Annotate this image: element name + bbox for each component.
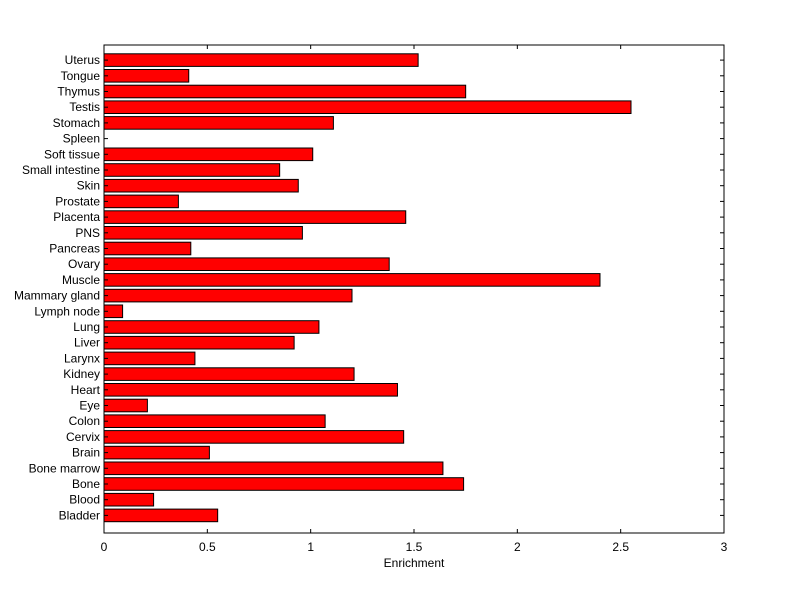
y-tick-label: Cervix bbox=[66, 430, 100, 444]
y-tick-label: Tongue bbox=[61, 69, 101, 83]
y-tick-label: Uterus bbox=[65, 53, 100, 67]
y-tick-label: Bone marrow bbox=[29, 461, 101, 475]
bar-thymus bbox=[103, 84, 467, 99]
y-tick-label: Soft tissue bbox=[44, 147, 100, 161]
bar-skin bbox=[103, 178, 299, 193]
x-tick-label: 2.5 bbox=[612, 540, 629, 554]
x-tick-label: 1 bbox=[307, 540, 314, 554]
y-tick-label: Brain bbox=[72, 446, 100, 460]
bar-pancreas bbox=[103, 241, 192, 256]
bar-testis bbox=[103, 100, 632, 115]
y-tick-label: Heart bbox=[71, 383, 101, 397]
x-axis-label: Enrichment bbox=[384, 556, 445, 570]
bar-soft-tissue bbox=[103, 147, 314, 162]
y-tick-label: Blood bbox=[69, 493, 100, 507]
bar-eye bbox=[103, 398, 148, 413]
y-tick-label: Larynx bbox=[64, 351, 100, 365]
y-tick-label: Stomach bbox=[53, 116, 100, 130]
bar-placenta bbox=[103, 210, 407, 224]
bar-lung bbox=[103, 320, 320, 334]
y-tick-label: Bone bbox=[72, 477, 100, 491]
y-tick-label: Pancreas bbox=[49, 242, 100, 256]
y-tick-label: Ovary bbox=[68, 257, 100, 271]
bar-brain bbox=[103, 445, 210, 460]
bar-bladder bbox=[103, 508, 219, 523]
y-tick-label: Lung bbox=[73, 320, 100, 334]
x-tick-label: 0 bbox=[101, 540, 108, 554]
y-tick-label: Muscle bbox=[62, 273, 100, 287]
y-tick-label: PNS bbox=[75, 226, 100, 240]
bar-colon bbox=[103, 414, 326, 428]
bar-ovary bbox=[103, 257, 390, 271]
x-tick-label: 1.5 bbox=[406, 540, 423, 554]
bar-prostate bbox=[103, 194, 179, 209]
bar-muscle bbox=[103, 273, 601, 287]
x-tick-label: 0.5 bbox=[199, 540, 216, 554]
y-tick-label: Prostate bbox=[55, 194, 100, 208]
y-tick-label: Colon bbox=[69, 414, 100, 428]
x-tick-label: 3 bbox=[721, 540, 728, 554]
y-tick-label: Testis bbox=[69, 100, 100, 114]
y-tick-label: Spleen bbox=[63, 132, 100, 146]
x-axis-ticks: 0 0.5 1 1.5 2 2.5 3 bbox=[101, 45, 728, 554]
y-tick-label: Thymus bbox=[57, 85, 100, 99]
bar-cervix bbox=[103, 430, 405, 444]
bar-uterus bbox=[103, 53, 419, 67]
bar-blood bbox=[103, 492, 155, 507]
y-tick-label: Small intestine bbox=[22, 163, 100, 177]
bar-liver bbox=[103, 335, 295, 350]
bar-larynx bbox=[103, 351, 196, 366]
y-tick-label: Placenta bbox=[53, 210, 100, 224]
bar-bone-marrow bbox=[103, 461, 444, 476]
bars-group bbox=[103, 53, 632, 523]
bar-bone bbox=[103, 477, 465, 491]
y-tick-label: Eye bbox=[79, 399, 100, 413]
bar-small-intestine bbox=[103, 163, 281, 177]
bar-stomach bbox=[103, 116, 334, 130]
bar-pns bbox=[103, 226, 303, 240]
bar-heart bbox=[103, 383, 398, 397]
bar-kidney bbox=[103, 367, 355, 381]
bar-mammary-gland bbox=[103, 288, 353, 303]
y-tick-label: Liver bbox=[74, 336, 100, 350]
x-tick-label: 2 bbox=[514, 540, 521, 554]
bar-tongue bbox=[103, 69, 190, 83]
y-tick-label: Bladder bbox=[59, 508, 100, 522]
y-tick-label: Skin bbox=[77, 179, 100, 193]
y-tick-label: Kidney bbox=[63, 367, 100, 381]
y-tick-label: Mammary gland bbox=[14, 289, 100, 303]
y-tick-label: Lymph node bbox=[34, 304, 100, 318]
